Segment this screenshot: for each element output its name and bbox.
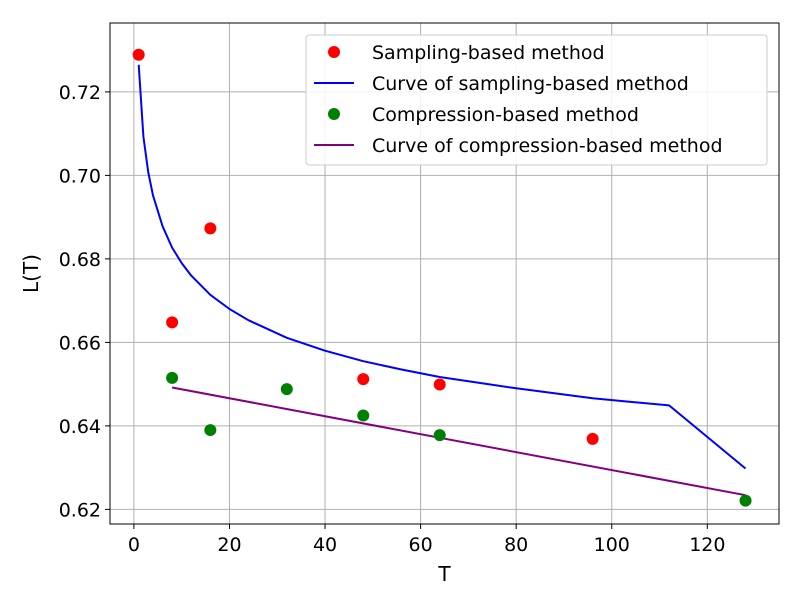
legend-box bbox=[305, 34, 768, 166]
legend-label: Curve of sampling-based method bbox=[372, 73, 689, 95]
legend-marker bbox=[328, 108, 340, 120]
data-point bbox=[166, 316, 179, 329]
plot-area bbox=[132, 48, 752, 507]
x-tick-label: 40 bbox=[313, 534, 337, 556]
x-tick-label: 120 bbox=[689, 534, 725, 556]
data-point bbox=[433, 378, 446, 391]
axes-frame bbox=[109, 22, 780, 525]
legend-marker bbox=[328, 46, 340, 58]
data-point bbox=[280, 383, 293, 396]
legend-label: Compression-based method bbox=[372, 104, 639, 126]
data-point bbox=[166, 371, 179, 384]
y-tick-label: 0.72 bbox=[59, 82, 101, 104]
data-point bbox=[739, 494, 752, 507]
x-axis-label: T bbox=[437, 562, 451, 586]
y-tick-label: 0.66 bbox=[59, 332, 101, 354]
data-point bbox=[132, 48, 145, 61]
legend: Sampling-based method Curve of sampling-b… bbox=[305, 34, 768, 166]
y-tick-label: 0.64 bbox=[59, 416, 101, 438]
x-tick-label: 20 bbox=[217, 534, 241, 556]
y-tick-label: 0.68 bbox=[59, 249, 101, 271]
axis-ticks: 0 20 40 60 80 100 120 0.62 0.64 0.66 0.68 0.70 0.72 bbox=[59, 82, 726, 556]
data-point bbox=[357, 373, 370, 386]
x-tick-label: 100 bbox=[594, 534, 630, 556]
data-point bbox=[204, 424, 217, 437]
x-tick-label: 80 bbox=[504, 534, 528, 556]
x-tick-label: 60 bbox=[409, 534, 433, 556]
x-tick-label: 0 bbox=[128, 534, 140, 556]
legend-label: Sampling-based method bbox=[372, 42, 605, 64]
series-line bbox=[171, 386, 746, 497]
data-point bbox=[433, 429, 446, 442]
series-line bbox=[137, 64, 747, 470]
y-tick-label: 0.70 bbox=[59, 165, 101, 187]
y-axis-label: L(T) bbox=[19, 254, 43, 293]
y-tick-label: 0.62 bbox=[59, 499, 101, 521]
data-point bbox=[586, 432, 599, 445]
data-point bbox=[357, 409, 370, 422]
data-point bbox=[204, 222, 217, 235]
legend-label: Curve of compression-based method bbox=[372, 135, 723, 157]
